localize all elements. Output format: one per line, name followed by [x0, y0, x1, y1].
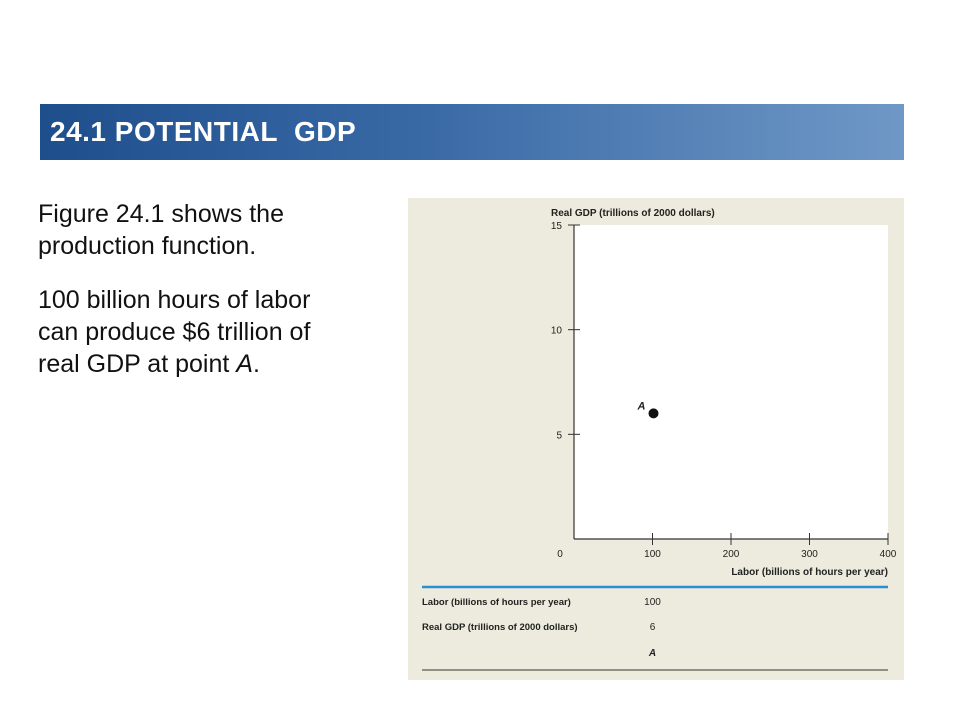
table-row-label: Labor (billions of hours per year): [422, 597, 571, 608]
paragraph-point-a: 100 billion hours of labor can produce $…: [38, 284, 338, 380]
table-cell: 100: [644, 597, 661, 608]
table-row-label: Real GDP (trillions of 2000 dollars): [422, 622, 578, 633]
paragraph-point-a-end: .: [252, 350, 260, 378]
y-tick-label: 5: [556, 430, 562, 441]
x-tick-label: 400: [880, 549, 897, 560]
title-bar: 24.1 POTENTIAL GDP: [40, 104, 904, 160]
plot-area: [574, 225, 888, 539]
x-axis-label: Labor (billions of hours per year): [731, 567, 888, 578]
figure-panel: 0 100 200 300 400 5 10 15 A Real GDP (trillions…: [408, 198, 904, 680]
y-tick-label: 10: [551, 326, 563, 337]
slide-title: 24.1 POTENTIAL GDP: [50, 116, 357, 147]
x-tick-label: 0: [557, 549, 563, 560]
table-cell: 6: [650, 622, 656, 633]
data-point-label: A: [637, 400, 646, 412]
data-point: [648, 408, 659, 419]
table-cell: A: [648, 648, 656, 659]
body-text: Figure 24.1 shows the production functio…: [38, 198, 338, 402]
paragraph-point-a-letter: A: [236, 350, 253, 378]
x-tick-label: 200: [723, 549, 740, 560]
production-function-chart: 0 100 200 300 400 5 10 15 A Real GDP (trillions…: [422, 208, 897, 671]
x-tick-label: 100: [644, 549, 661, 560]
paragraph-point-a-text: 100 billion hours of labor can produce $…: [38, 286, 311, 378]
paragraph-production-function: Figure 24.1 shows the production functio…: [38, 200, 284, 260]
y-tick-label: 15: [551, 221, 563, 232]
y-axis-label: Real GDP (trillions of 2000 dollars): [551, 208, 715, 219]
x-tick-label: 300: [801, 549, 818, 560]
